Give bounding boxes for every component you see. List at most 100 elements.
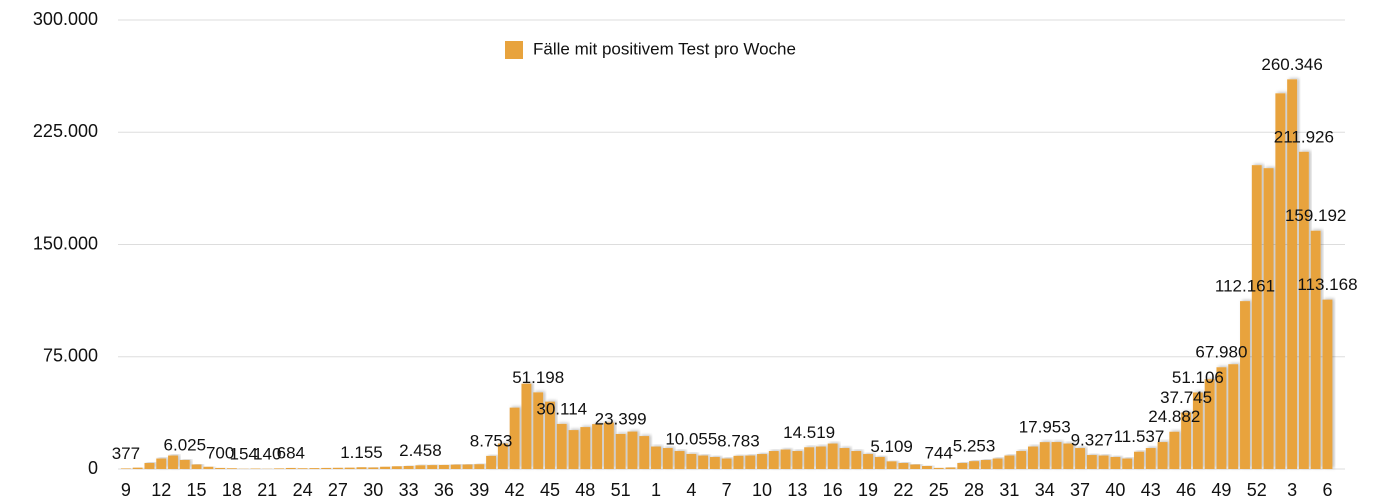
bar [1098,455,1109,469]
value-label: 17.953 [1019,418,1071,437]
bar [592,424,603,469]
bar [851,451,862,469]
value-label: 11.537 [1114,427,1165,446]
bar [403,466,414,469]
x-tick-label: 28 [964,480,984,500]
bar [1028,446,1038,469]
bar [815,446,826,469]
legend-label: Fälle mit positivem Test pro Woche [533,39,796,58]
x-tick-label: 16 [823,480,843,500]
bar [215,467,226,469]
x-tick-label: 13 [787,480,807,500]
bar [580,427,591,469]
bar [120,468,131,469]
bar [1251,165,1262,469]
bar [1122,458,1133,469]
bar [509,407,520,469]
bar [533,392,544,469]
value-label: 1.155 [340,443,383,462]
x-tick-label: 49 [1211,480,1231,500]
bar [639,436,650,469]
value-label: 8.753 [470,431,513,450]
bar [933,467,944,469]
bar [144,463,155,469]
x-tick-label: 51 [611,480,631,500]
x-tick-label: 1 [651,480,661,500]
bar [1216,367,1227,469]
bar [674,451,685,469]
x-tick-label: 19 [858,480,878,500]
bar [745,455,756,469]
bar [1275,93,1286,469]
value-label: 5.253 [953,437,996,456]
x-tick-label: 15 [187,480,207,500]
bar [1240,301,1250,469]
value-label: 684 [277,443,305,462]
value-label: 67.980 [1195,343,1247,362]
bar [486,455,497,469]
x-tick-label: 3 [1287,480,1297,500]
x-tick-label: 21 [257,480,277,500]
bar [474,464,485,469]
bar [179,459,190,469]
x-tick-label: 25 [929,480,949,500]
bar [898,463,909,469]
bar [1157,442,1168,469]
x-tick-label: 43 [1141,480,1161,500]
x-tick-label: 52 [1247,480,1267,500]
x-tick-label: 42 [505,480,525,500]
value-label: 140 [253,444,281,463]
x-tick-label: 4 [686,480,696,500]
bar [662,448,673,469]
bar [804,447,815,469]
bar [733,455,744,469]
bar [462,464,473,469]
bar [1263,168,1274,470]
bar [603,422,614,469]
bar [1322,299,1333,469]
y-tick-label: 225.000 [33,121,98,141]
bar [427,465,438,469]
x-tick-label: 40 [1105,480,1125,500]
value-label: 377 [112,444,140,463]
bar [874,457,885,469]
value-label: 112.161 [1215,277,1275,296]
bar [945,467,956,469]
value-label: 744 [925,443,953,462]
bar [1181,412,1192,469]
bar [415,465,426,469]
bar [545,401,555,469]
bar [721,458,732,469]
value-label: 260.346 [1261,55,1322,74]
bar [1287,79,1298,470]
bar [439,464,449,469]
bar [391,466,402,469]
x-tick-label: 45 [540,480,560,500]
value-label: 211.926 [1274,127,1334,146]
x-tick-label: 6 [1322,480,1332,500]
bar [191,464,202,469]
bar [285,467,296,469]
bar [757,454,767,469]
bar [1298,151,1309,469]
bar [957,463,968,469]
value-label: 2.458 [399,441,442,460]
bar [651,446,661,469]
value-label: 8.783 [717,431,760,450]
y-tick-label: 0 [88,458,98,478]
bar [450,464,461,469]
value-label: 51.198 [512,368,564,387]
value-label: 14.519 [783,423,835,442]
y-tick-label: 300.000 [33,9,98,29]
legend-swatch [505,41,523,59]
x-tick-label: 36 [434,480,454,500]
bar [556,423,567,469]
bar [686,453,697,469]
bar [615,433,626,469]
y-tick-label: 75.000 [43,346,98,366]
bar [156,458,167,469]
value-label: 700 [206,443,234,462]
bar [863,454,873,469]
bar [332,467,343,469]
